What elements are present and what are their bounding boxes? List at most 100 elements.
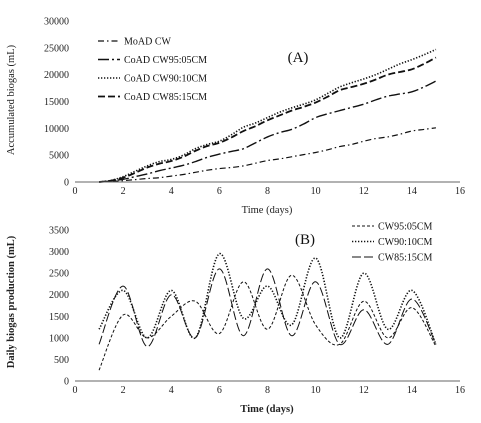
- panel-b-series-2-point: [339, 337, 341, 339]
- panel-b-series-2-point: [267, 285, 269, 287]
- panel-a-legend-entry: CoAD CW85:15CM: [124, 92, 207, 103]
- panel-b-legend-entry: CW90:10CM: [378, 237, 433, 248]
- panel-b-x-tick-label: 14: [407, 385, 417, 396]
- panel-b-tag: (B): [295, 232, 315, 248]
- panel-a-x-tick-labels: 0 2 4 6 8 10 12 14 16: [73, 186, 466, 197]
- panel-b-x-axis-label: Time (days): [240, 404, 294, 415]
- panel-a-series-2-point: [327, 113, 329, 115]
- panel-b-y-tick-label: 500: [54, 355, 69, 366]
- panel-a-y-tick-label: 5000: [49, 151, 69, 162]
- panel-a-series-2-point: [339, 110, 341, 112]
- panel-b-x-tick-label: 16: [455, 385, 465, 396]
- panel-a-series-2-point: [351, 107, 353, 109]
- panel-b-series-3-point: [435, 343, 437, 345]
- panel-b-series-1-point: [243, 281, 245, 283]
- panel-a-legend-entry: MoAD CW: [124, 37, 172, 48]
- panel-b-series-3-point: [194, 337, 196, 339]
- panel-a-series-3-point: [255, 122, 257, 124]
- panel-a-series-2-point: [206, 156, 208, 158]
- panel-b-series-1-point: [170, 315, 172, 317]
- panel-a-y-tick-label: 25000: [44, 43, 69, 54]
- panel-a-series-4-point: [399, 71, 401, 73]
- panel-b-y-tick-label: 3000: [49, 247, 69, 258]
- panel-a-series-1-point: [315, 152, 317, 154]
- panel-a-y-tick-label: 30000: [44, 17, 69, 28]
- panel-b-x-tick-label: 6: [217, 385, 222, 396]
- panel-a-series-2-point: [170, 167, 172, 169]
- panel-a-series-1-point: [435, 127, 437, 129]
- panel-a-y-axis-label: Accumulated biogas (mL): [6, 44, 17, 155]
- panel-a-series-2-point: [182, 164, 184, 166]
- panel-a-series-4-point: [122, 177, 124, 179]
- panel-b-series-2-point: [146, 337, 148, 339]
- panel-b-series-2-point: [170, 290, 172, 292]
- panel-a-series-2-point: [315, 117, 317, 119]
- panel-b-series-1-point: [291, 274, 293, 276]
- panel-a-x-tick-label: 16: [455, 186, 465, 197]
- panel-b-series-3-point: [122, 285, 124, 287]
- panel-a-x-tick-label: 14: [407, 186, 417, 197]
- panel-a-series-4-point: [243, 130, 245, 132]
- panel-a-x-tick-label: 6: [217, 186, 222, 197]
- panel-a-series-1-point: [399, 133, 401, 135]
- panel-b-series-2-point: [315, 257, 317, 259]
- panel-a-tag: (A): [288, 50, 309, 66]
- panel-a-series-1-point: [231, 167, 233, 169]
- panel-b-y-tick-label: 1000: [49, 333, 69, 344]
- panel-a-x-tick-label: 2: [121, 186, 126, 197]
- panel-a-series-4-point: [279, 115, 281, 117]
- panel-b-x-tick-labels: 0 2 4 6 8 10 12 14 16: [73, 385, 466, 396]
- panel-a-x-tick-label: 4: [169, 186, 174, 197]
- panel-a-series-1-point: [182, 174, 184, 176]
- panel-b-x-tick-label: 2: [121, 385, 126, 396]
- panel-a-y-tick-labels: 0 5000 10000 15000 20000 25000 30000: [44, 17, 69, 189]
- panel-a-series-4-point: [303, 106, 305, 108]
- panel-b-series-2-point: [291, 324, 293, 326]
- panel-a-series-4-point: [363, 83, 365, 85]
- panel-a-series-4-point: [327, 96, 329, 98]
- panel-a-series-4-point: [146, 167, 148, 169]
- panel-a-series-3-point: [315, 99, 317, 101]
- panel-b-series-2-point: [122, 290, 124, 292]
- panel-a-series-3-point: [218, 140, 220, 142]
- panel-b-y-tick-label: 3500: [49, 226, 69, 237]
- panel-b-series-1-point: [218, 333, 220, 335]
- panel-b-y-tick-label: 0: [64, 377, 69, 388]
- panel-a-series-1-point: [351, 144, 353, 146]
- panel-a-legend-entry: CoAD CW90:10CM: [124, 74, 207, 85]
- panel-a-series-4-point: [194, 150, 196, 152]
- panel-a-series-2-point: [146, 173, 148, 175]
- panel-a-series-1-point: [279, 158, 281, 160]
- panel-b-series-3-point: [363, 309, 365, 311]
- panel-b-series-2-point: [98, 328, 100, 330]
- panel-b-series-1-point: [363, 300, 365, 302]
- panel-a-series-3-point: [327, 93, 329, 95]
- panel-b-y-tick-label: 1500: [49, 312, 69, 323]
- panel-b-series-3-point: [387, 343, 389, 345]
- panel-b-series-3-point: [243, 335, 245, 337]
- panel-a-series-1-point: [218, 168, 220, 170]
- panel-a-series-2-point: [243, 148, 245, 150]
- panel-a-series-3-point: [158, 161, 160, 163]
- panel-b-series-3-point: [98, 343, 100, 345]
- panel-b-x-tick-label: 12: [359, 385, 369, 396]
- panel-a-series-1-point: [158, 177, 160, 179]
- panel-a-series-4-point: [218, 142, 220, 144]
- panel-b-series-3-point: [411, 298, 413, 300]
- panel-b-series-3-point: [170, 294, 172, 296]
- panel-a-series-3-point: [339, 86, 341, 88]
- panel-b-series-2-point: [387, 328, 389, 330]
- panel-a-series-4-point: [182, 156, 184, 158]
- panel-b-series-1-point: [122, 314, 124, 316]
- panel-a-series-1-point: [170, 175, 172, 177]
- panel-b-series-line-1: [98, 274, 437, 371]
- panel-a-series-4-point: [435, 57, 437, 59]
- panel-a-series-3-point: [363, 78, 365, 80]
- panel-a-series-1-point: [327, 149, 329, 151]
- panel-a-series-2-point: [291, 129, 293, 131]
- panel-a-series-1-point: [146, 178, 148, 180]
- panel-a-series-group: [98, 48, 437, 183]
- panel-a-series-3-point: [243, 126, 245, 128]
- panel-a-y-tick-label: 10000: [44, 124, 69, 135]
